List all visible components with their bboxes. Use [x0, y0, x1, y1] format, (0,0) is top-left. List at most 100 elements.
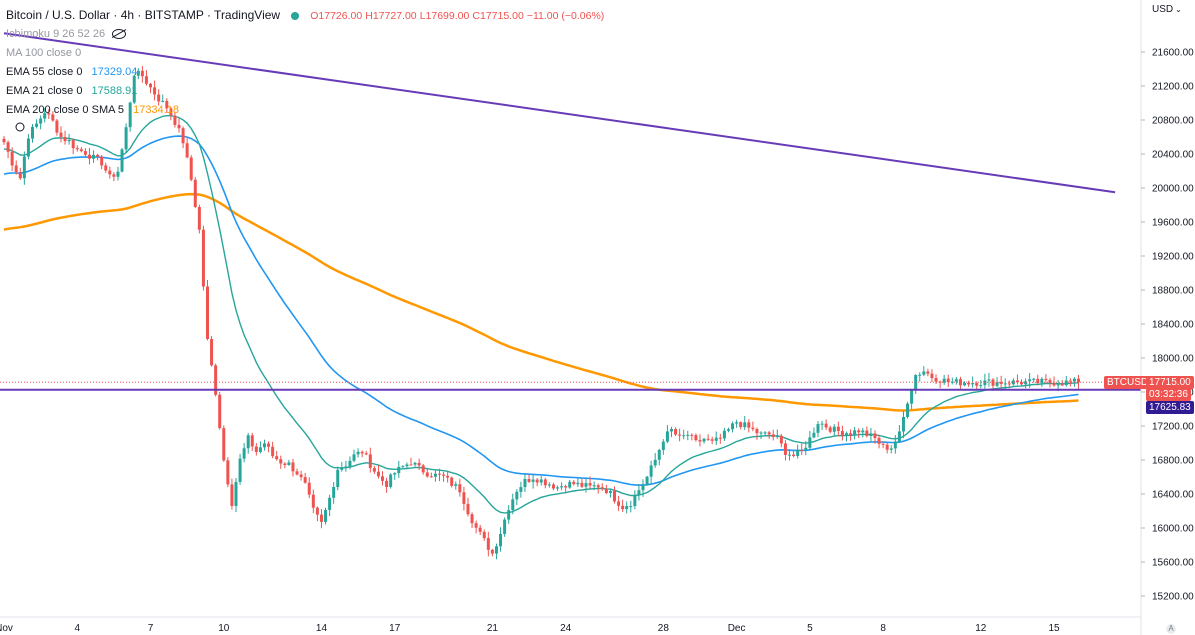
- candle-body: [494, 546, 498, 554]
- candle-body: [157, 94, 161, 102]
- x-tick-label: 10: [218, 623, 230, 634]
- candle-body: [1064, 380, 1068, 386]
- candle-body: [869, 433, 873, 436]
- candle-body: [771, 434, 775, 438]
- candle-body: [564, 486, 568, 488]
- y-tick-label: 20800.00: [1152, 116, 1194, 127]
- candle-body: [718, 437, 722, 439]
- candle-body: [67, 139, 71, 142]
- candle-body: [409, 464, 413, 466]
- ema21-line: [3, 115, 1079, 514]
- candle-body: [14, 165, 18, 173]
- candle-body: [499, 533, 503, 547]
- candle-body: [844, 433, 848, 436]
- candle-body: [759, 432, 763, 434]
- candle-body: [275, 456, 279, 460]
- hidden-eye-icon[interactable]: [112, 29, 127, 40]
- candle-body: [543, 479, 547, 486]
- candle-body: [376, 471, 380, 477]
- candle-body: [405, 464, 409, 467]
- candle-body: [372, 468, 376, 472]
- x-tick-label: 14: [316, 623, 328, 634]
- candle-body: [462, 492, 466, 504]
- candle-body: [128, 102, 132, 128]
- scale-toggle-icon[interactable]: A: [1166, 624, 1176, 634]
- candle-body: [551, 484, 555, 489]
- candle-body: [877, 437, 881, 444]
- candle-body: [112, 174, 116, 177]
- candle-body: [401, 466, 405, 468]
- x-tick-label: 28: [658, 623, 670, 634]
- candle-body: [690, 434, 694, 436]
- candle-body: [889, 448, 893, 450]
- candle-body: [218, 394, 222, 429]
- candle-body: [653, 459, 657, 466]
- candle-body: [1007, 383, 1011, 385]
- candle-body: [83, 151, 87, 155]
- candle-body: [437, 473, 441, 475]
- candle-body: [490, 549, 494, 554]
- candle-body: [539, 479, 543, 483]
- candle-body: [1040, 378, 1044, 384]
- candle-body: [600, 487, 604, 489]
- candle-body: [181, 128, 185, 144]
- candle-body: [262, 443, 266, 448]
- candle-body: [535, 479, 539, 483]
- candle-body: [910, 390, 914, 404]
- candle-body: [645, 476, 649, 485]
- candle-body: [665, 431, 669, 442]
- candle-body: [238, 458, 242, 482]
- candle-body: [1052, 382, 1056, 386]
- candle-body: [588, 483, 592, 486]
- chart-legend: Bitcoin / U.S. Dollar · 4h · BITSTAMP · …: [6, 6, 604, 120]
- candle-body: [1003, 383, 1007, 385]
- candle-body: [751, 427, 755, 430]
- candle-body: [26, 138, 30, 157]
- candle-body: [584, 483, 588, 487]
- candle-body: [173, 115, 177, 125]
- currency-selector[interactable]: USD ⌄: [1152, 4, 1182, 15]
- y-tick-label: 16400.00: [1152, 490, 1194, 501]
- candle-body: [433, 473, 437, 477]
- candle-body: [136, 70, 140, 76]
- ohlc-low: L17699.00: [419, 10, 470, 22]
- ohlc-close: C17715.00: [472, 10, 524, 22]
- candle-body: [604, 488, 608, 493]
- legend-ema200[interactable]: EMA 200 close 0 SMA 5 17334.18: [6, 101, 604, 120]
- candle-body: [96, 154, 100, 157]
- candle-body: [92, 154, 96, 159]
- candle-body: [161, 100, 165, 102]
- candle-body: [364, 453, 368, 455]
- candle-body: [271, 446, 275, 457]
- legend-ichimoku[interactable]: Ichimoku 9 26 52 26: [6, 25, 604, 44]
- ohlc-change: −11.00 (−0.06%): [526, 10, 605, 22]
- candle-body: [592, 485, 596, 487]
- candle-body: [828, 427, 832, 432]
- candle-body: [315, 507, 319, 515]
- legend-ema55[interactable]: EMA 55 close 0 17329.04: [6, 63, 604, 82]
- candle-body: [104, 165, 108, 171]
- legend-ema21[interactable]: EMA 21 close 0 17588.91: [6, 82, 604, 101]
- x-tick-label: 21: [487, 623, 499, 634]
- candle-body: [873, 433, 877, 438]
- ohlc-high: H17727.00: [365, 10, 417, 22]
- candle-body: [307, 482, 311, 495]
- candle-body: [246, 435, 250, 449]
- candle-body: [153, 87, 157, 95]
- candle-body: [1028, 379, 1032, 382]
- candle-body: [849, 433, 853, 436]
- candle-body: [144, 76, 148, 84]
- candle-body: [22, 156, 26, 179]
- legend-ma100[interactable]: MA 100 close 0: [6, 44, 604, 63]
- candle-body: [881, 443, 885, 445]
- candle-body: [938, 381, 942, 383]
- candle-body: [149, 83, 153, 88]
- candle-body: [1024, 381, 1028, 385]
- candle-body: [87, 154, 91, 159]
- candle-body: [1036, 378, 1040, 384]
- candle-body: [726, 429, 730, 431]
- candle-body: [43, 113, 47, 119]
- candle-body: [35, 123, 39, 127]
- candle-body: [177, 124, 181, 129]
